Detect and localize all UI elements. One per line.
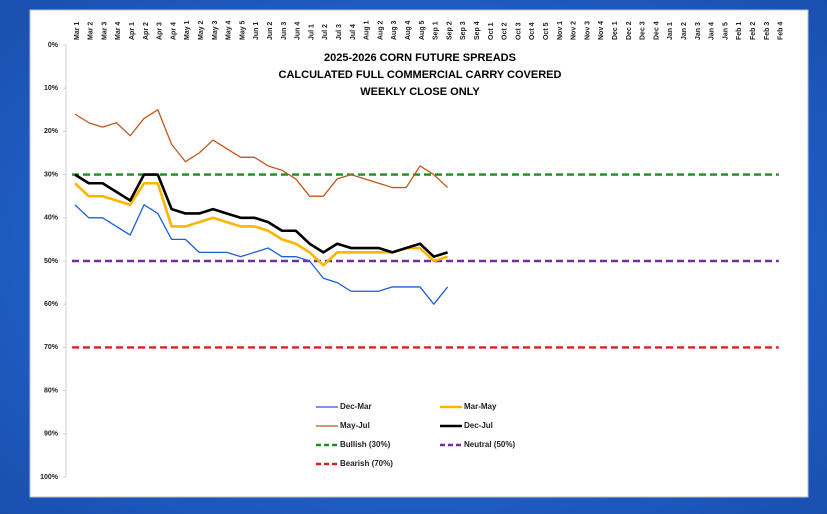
y-tick-label: 10% (44, 85, 59, 92)
x-tick-label: Mar 4 (115, 22, 122, 40)
x-tick-label: Feb 2 (750, 22, 757, 40)
x-tick-label: Aug 1 (364, 20, 371, 40)
legend-label: Bullish (30%) (340, 440, 391, 449)
x-tick-label: Feb 3 (764, 22, 771, 40)
x-tick-label: Jun 3 (281, 22, 288, 40)
x-tick-label: Dec 1 (612, 21, 619, 40)
x-tick-label: Apr 4 (170, 22, 177, 40)
y-tick-label: 50% (44, 258, 59, 265)
legend-label: Dec-Jul (464, 421, 493, 430)
x-tick-label: Mar 2 (88, 22, 95, 40)
legend-label: Mar-May (464, 402, 497, 411)
x-tick-label: May 3 (212, 20, 219, 40)
x-tick-label: Dec 4 (653, 21, 660, 40)
x-tick-label: Oct 3 (515, 22, 522, 40)
x-tick-label: Apr 2 (143, 22, 150, 40)
x-tick-label: Mar 3 (101, 22, 108, 40)
x-tick-label: Nov 3 (584, 21, 591, 40)
x-tick-label: Sep 2 (446, 21, 453, 40)
x-tick-label: Aug 5 (419, 20, 426, 40)
chart-title: 2025-2026 CORN FUTURE SPREADS (324, 52, 516, 64)
x-tick-label: Jun 1 (253, 22, 260, 40)
x-tick-label: Jan 5 (722, 22, 729, 40)
x-tick-label: Mar 1 (74, 22, 81, 40)
x-tick-label: May 2 (198, 20, 205, 40)
x-tick-label: Jan 4 (709, 22, 716, 40)
y-tick-label: 90% (44, 431, 59, 438)
x-tick-label: Apr 3 (157, 22, 164, 40)
y-tick-label: 70% (44, 344, 59, 351)
x-tick-label: May 5 (239, 20, 246, 40)
legend-label: Neutral (50%) (464, 440, 515, 449)
x-tick-label: Sep 3 (460, 21, 467, 40)
x-tick-label: Dec 3 (640, 21, 647, 40)
y-tick-label: 60% (44, 301, 59, 308)
x-tick-label: Jul 2 (322, 24, 329, 40)
x-tick-label: Nov 4 (598, 21, 605, 40)
y-tick-label: 30% (44, 171, 59, 178)
legend-label: Dec-Mar (340, 402, 372, 411)
x-tick-label: May 4 (226, 20, 233, 40)
x-tick-label: Aug 4 (405, 20, 412, 40)
x-tick-label: Oct 2 (502, 22, 509, 40)
x-tick-label: Jul 4 (350, 24, 357, 40)
legend-label: May-Jul (340, 421, 370, 430)
panel (29, 9, 809, 498)
series-line (74, 204, 449, 305)
series-line (74, 173, 448, 258)
x-tick-label: Jun 2 (267, 22, 274, 40)
x-tick-label: Aug 3 (391, 20, 398, 40)
x-tick-label: Nov 1 (557, 21, 564, 40)
series-line (74, 109, 449, 197)
x-tick-label: Apr 1 (129, 22, 136, 40)
y-tick-label: 100% (40, 474, 59, 481)
x-tick-label: Jun 4 (295, 22, 302, 40)
x-tick-label: Oct 5 (543, 22, 550, 40)
x-tick-label: Dec 2 (626, 21, 633, 40)
y-tick-label: 20% (44, 128, 59, 135)
x-tick-label: Jan 1 (667, 22, 674, 40)
x-tick-label: Feb 4 (778, 22, 785, 40)
x-tick-label: Jan 2 (681, 22, 688, 40)
chart-title: WEEKLY CLOSE ONLY (360, 86, 480, 98)
x-tick-label: Jan 3 (695, 22, 702, 40)
y-tick-label: 40% (44, 215, 59, 222)
x-tick-label: Sep 1 (433, 21, 440, 40)
x-tick-label: Oct 1 (488, 22, 495, 40)
x-tick-label: Sep 4 (474, 21, 481, 40)
x-tick-label: May 1 (184, 20, 191, 40)
x-tick-label: Jul 3 (336, 24, 343, 40)
y-tick-label: 80% (44, 387, 59, 394)
x-tick-label: Aug 2 (377, 20, 384, 40)
chart-title: CALCULATED FULL COMMERCIAL CARRY COVERED (279, 69, 562, 81)
series-line (74, 181, 448, 267)
x-tick-label: Jul 1 (308, 24, 315, 40)
x-tick-label: Oct 4 (529, 22, 536, 40)
y-tick-label: 0% (48, 42, 59, 49)
x-tick-label: Nov 2 (571, 21, 578, 40)
x-tick-label: Feb 1 (736, 22, 743, 40)
legend-label: Bearish (70%) (340, 459, 393, 468)
